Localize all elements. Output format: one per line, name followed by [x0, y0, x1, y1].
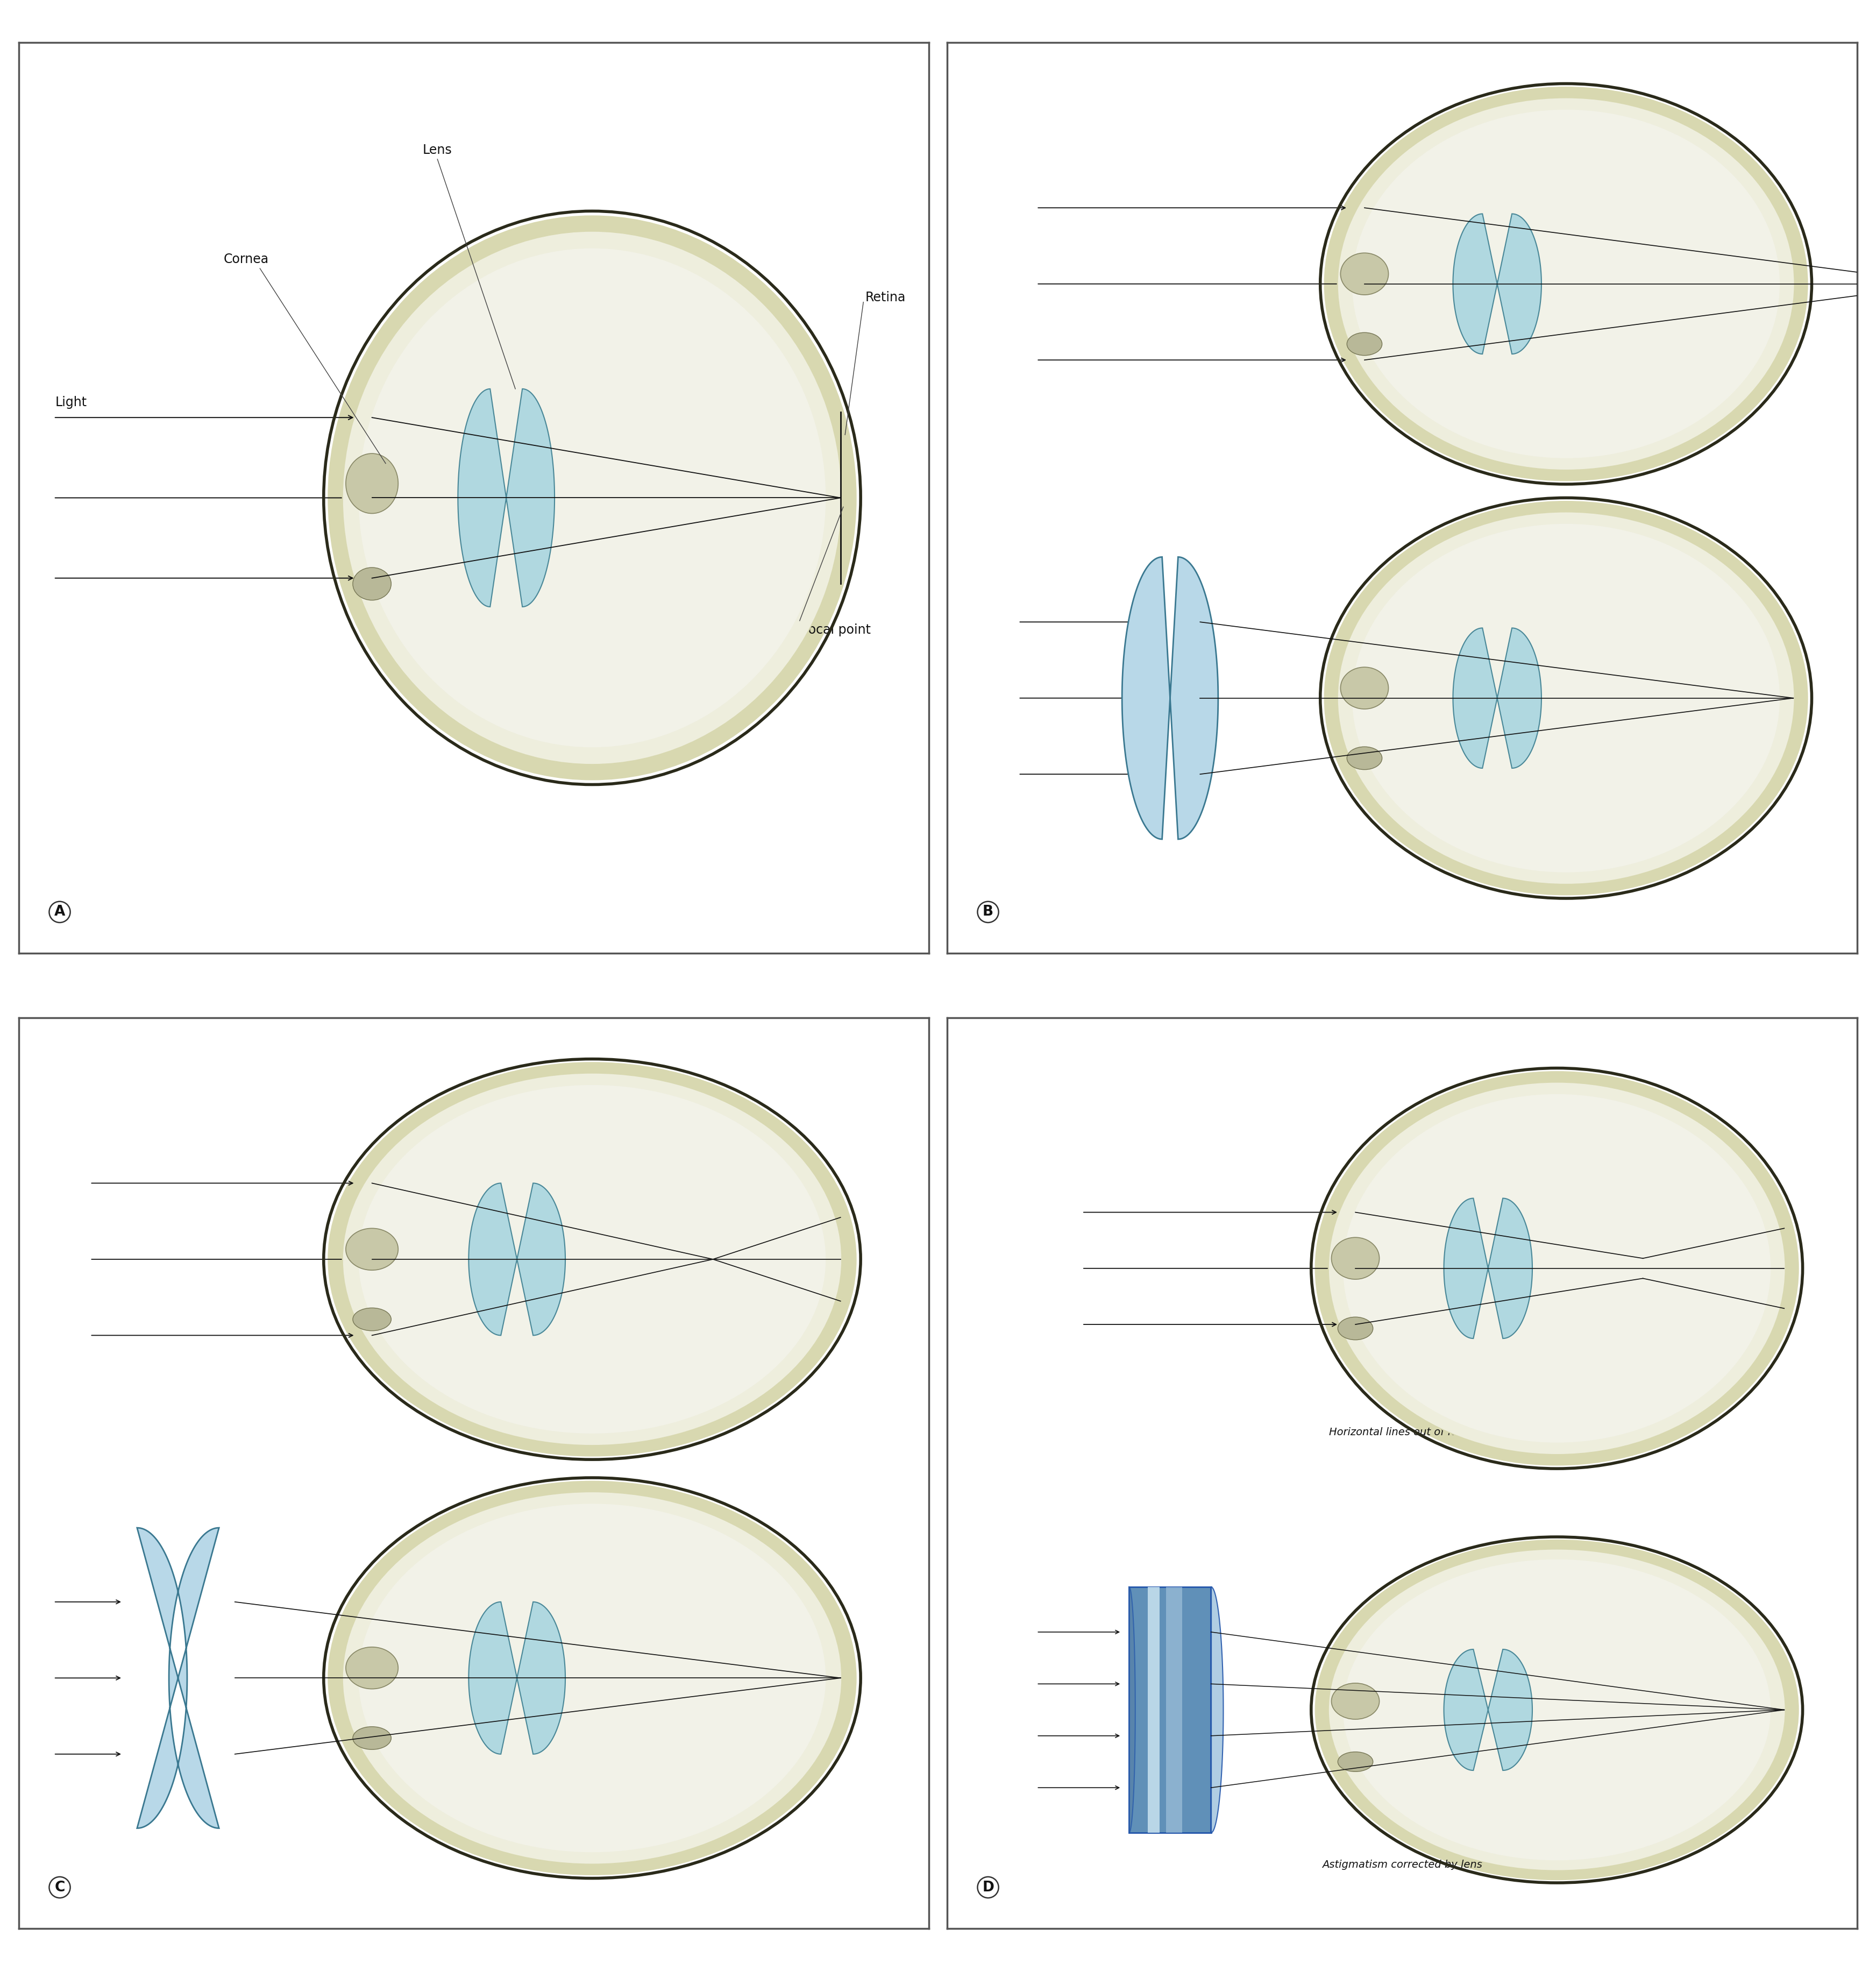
Ellipse shape [343, 231, 842, 765]
Text: A: A [54, 905, 66, 918]
Ellipse shape [345, 1228, 398, 1269]
Text: Horizontal lines out of focus: Horizontal lines out of focus [1328, 1427, 1475, 1437]
Ellipse shape [1328, 1082, 1786, 1455]
Ellipse shape [328, 1062, 857, 1457]
Ellipse shape [328, 1480, 857, 1874]
Polygon shape [1454, 629, 1542, 769]
Ellipse shape [358, 248, 825, 747]
Ellipse shape [1324, 501, 1808, 895]
Polygon shape [1454, 213, 1542, 355]
Ellipse shape [1353, 524, 1780, 873]
Ellipse shape [353, 1309, 392, 1330]
Text: Astigmatism corrected by lens: Astigmatism corrected by lens [1323, 1859, 1482, 1870]
Text: Lens: Lens [422, 144, 452, 156]
Ellipse shape [328, 215, 857, 781]
Ellipse shape [1315, 1539, 1799, 1880]
FancyBboxPatch shape [1148, 1587, 1159, 1833]
Ellipse shape [1341, 252, 1388, 296]
FancyBboxPatch shape [1167, 1587, 1182, 1833]
Polygon shape [1122, 558, 1218, 840]
Ellipse shape [1315, 1070, 1799, 1466]
Ellipse shape [358, 1084, 825, 1433]
Polygon shape [469, 1602, 565, 1754]
Text: Cornea: Cornea [223, 252, 268, 266]
Ellipse shape [353, 568, 392, 601]
Ellipse shape [1343, 1094, 1771, 1443]
Ellipse shape [1347, 747, 1383, 769]
Ellipse shape [1328, 1549, 1786, 1870]
Ellipse shape [1338, 99, 1795, 471]
Ellipse shape [343, 1492, 842, 1865]
Ellipse shape [1343, 1559, 1771, 1861]
Ellipse shape [1332, 1238, 1379, 1279]
Ellipse shape [1338, 512, 1795, 885]
Polygon shape [1129, 1587, 1135, 1833]
Ellipse shape [1347, 333, 1383, 355]
Polygon shape [137, 1528, 219, 1829]
Text: Light: Light [54, 396, 86, 408]
Ellipse shape [343, 1072, 842, 1445]
Ellipse shape [358, 1504, 825, 1853]
Polygon shape [1212, 1587, 1223, 1833]
Ellipse shape [345, 1648, 398, 1689]
Text: Retina: Retina [865, 292, 906, 304]
Ellipse shape [1341, 666, 1388, 710]
Ellipse shape [1353, 110, 1780, 457]
Ellipse shape [1324, 87, 1808, 481]
Polygon shape [1445, 1198, 1533, 1338]
Ellipse shape [1338, 1317, 1373, 1340]
Polygon shape [458, 388, 555, 607]
FancyBboxPatch shape [1129, 1587, 1212, 1833]
Polygon shape [1445, 1650, 1533, 1770]
Ellipse shape [1332, 1683, 1379, 1719]
Text: C: C [54, 1880, 66, 1894]
Text: D: D [983, 1880, 994, 1894]
Text: B: B [983, 905, 994, 918]
Text: Focal point: Focal point [801, 623, 870, 637]
Polygon shape [469, 1183, 565, 1336]
Ellipse shape [345, 453, 398, 514]
Ellipse shape [353, 1727, 392, 1750]
Ellipse shape [1338, 1752, 1373, 1772]
